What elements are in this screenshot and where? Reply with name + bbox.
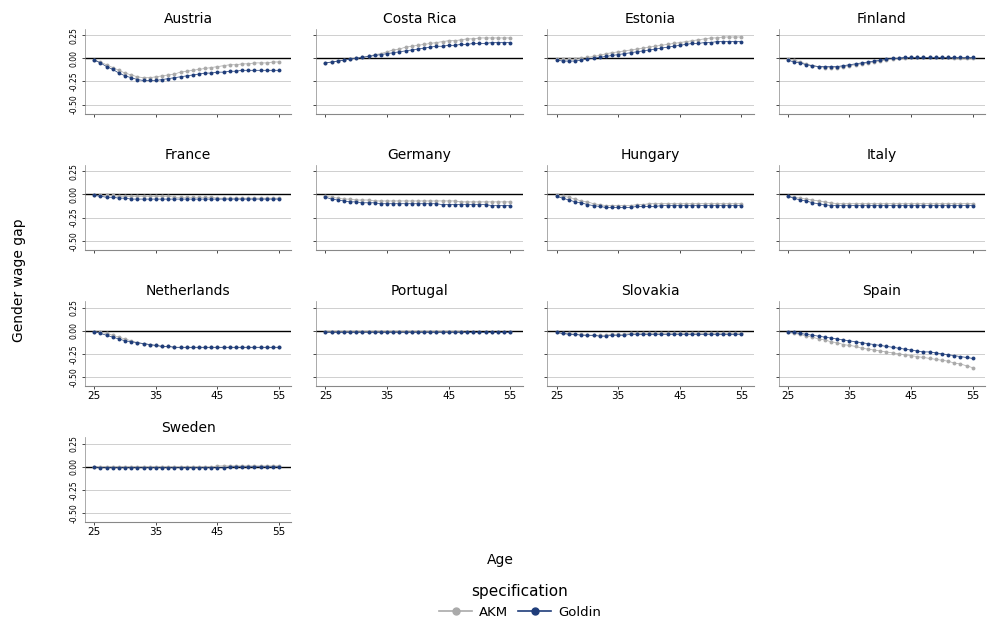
Text: Gender wage gap: Gender wage gap <box>12 218 26 342</box>
Title: Portugal: Portugal <box>391 285 448 299</box>
Title: Spain: Spain <box>862 285 901 299</box>
Title: Finland: Finland <box>857 12 907 26</box>
Title: Estonia: Estonia <box>625 12 676 26</box>
Legend: AKM, Goldin: AKM, Goldin <box>434 579 606 624</box>
Title: Slovakia: Slovakia <box>621 285 680 299</box>
Title: Costa Rica: Costa Rica <box>383 12 456 26</box>
Title: Austria: Austria <box>164 12 213 26</box>
Text: Age: Age <box>487 553 513 567</box>
Title: France: France <box>165 148 211 162</box>
Title: Sweden: Sweden <box>161 420 216 434</box>
Title: Hungary: Hungary <box>621 148 680 162</box>
Title: Italy: Italy <box>867 148 897 162</box>
Title: Netherlands: Netherlands <box>146 285 231 299</box>
Title: Germany: Germany <box>387 148 451 162</box>
